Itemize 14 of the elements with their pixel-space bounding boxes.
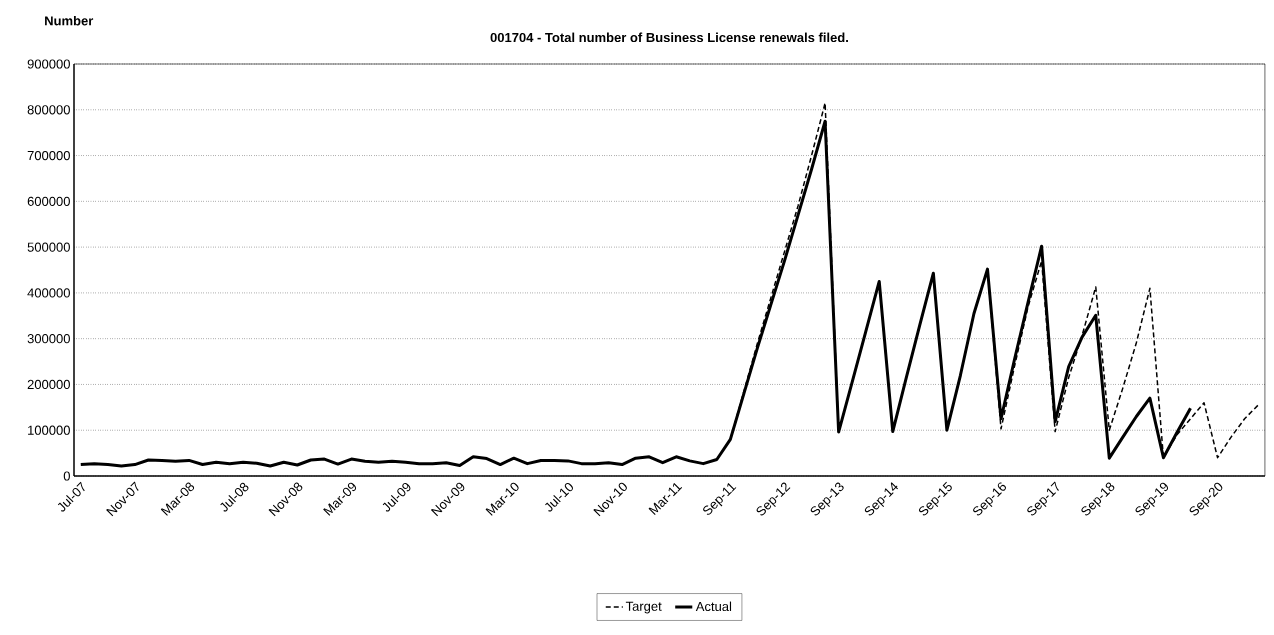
y-tick-label: 400000 xyxy=(27,288,70,298)
chart-title: 001704 - Total number of Business License renewals filed. xyxy=(490,32,848,43)
y-tick-label: 900000 xyxy=(27,59,70,69)
y-tick-label: 100000 xyxy=(28,425,70,435)
y-tick-label: 800000 xyxy=(27,105,70,115)
y-tick-label: 0 xyxy=(63,471,70,481)
y-tick-label: 700000 xyxy=(27,150,70,161)
legend-label: Actual xyxy=(695,601,732,612)
y-tick-label: 500000 xyxy=(27,242,70,252)
legend-label: Target xyxy=(625,601,662,614)
y-tick-label: 200000 xyxy=(27,379,70,390)
y-tick-label: 600000 xyxy=(27,196,70,206)
y-tick-label: 300000 xyxy=(27,334,70,344)
y-axis-title: Number xyxy=(45,15,94,26)
